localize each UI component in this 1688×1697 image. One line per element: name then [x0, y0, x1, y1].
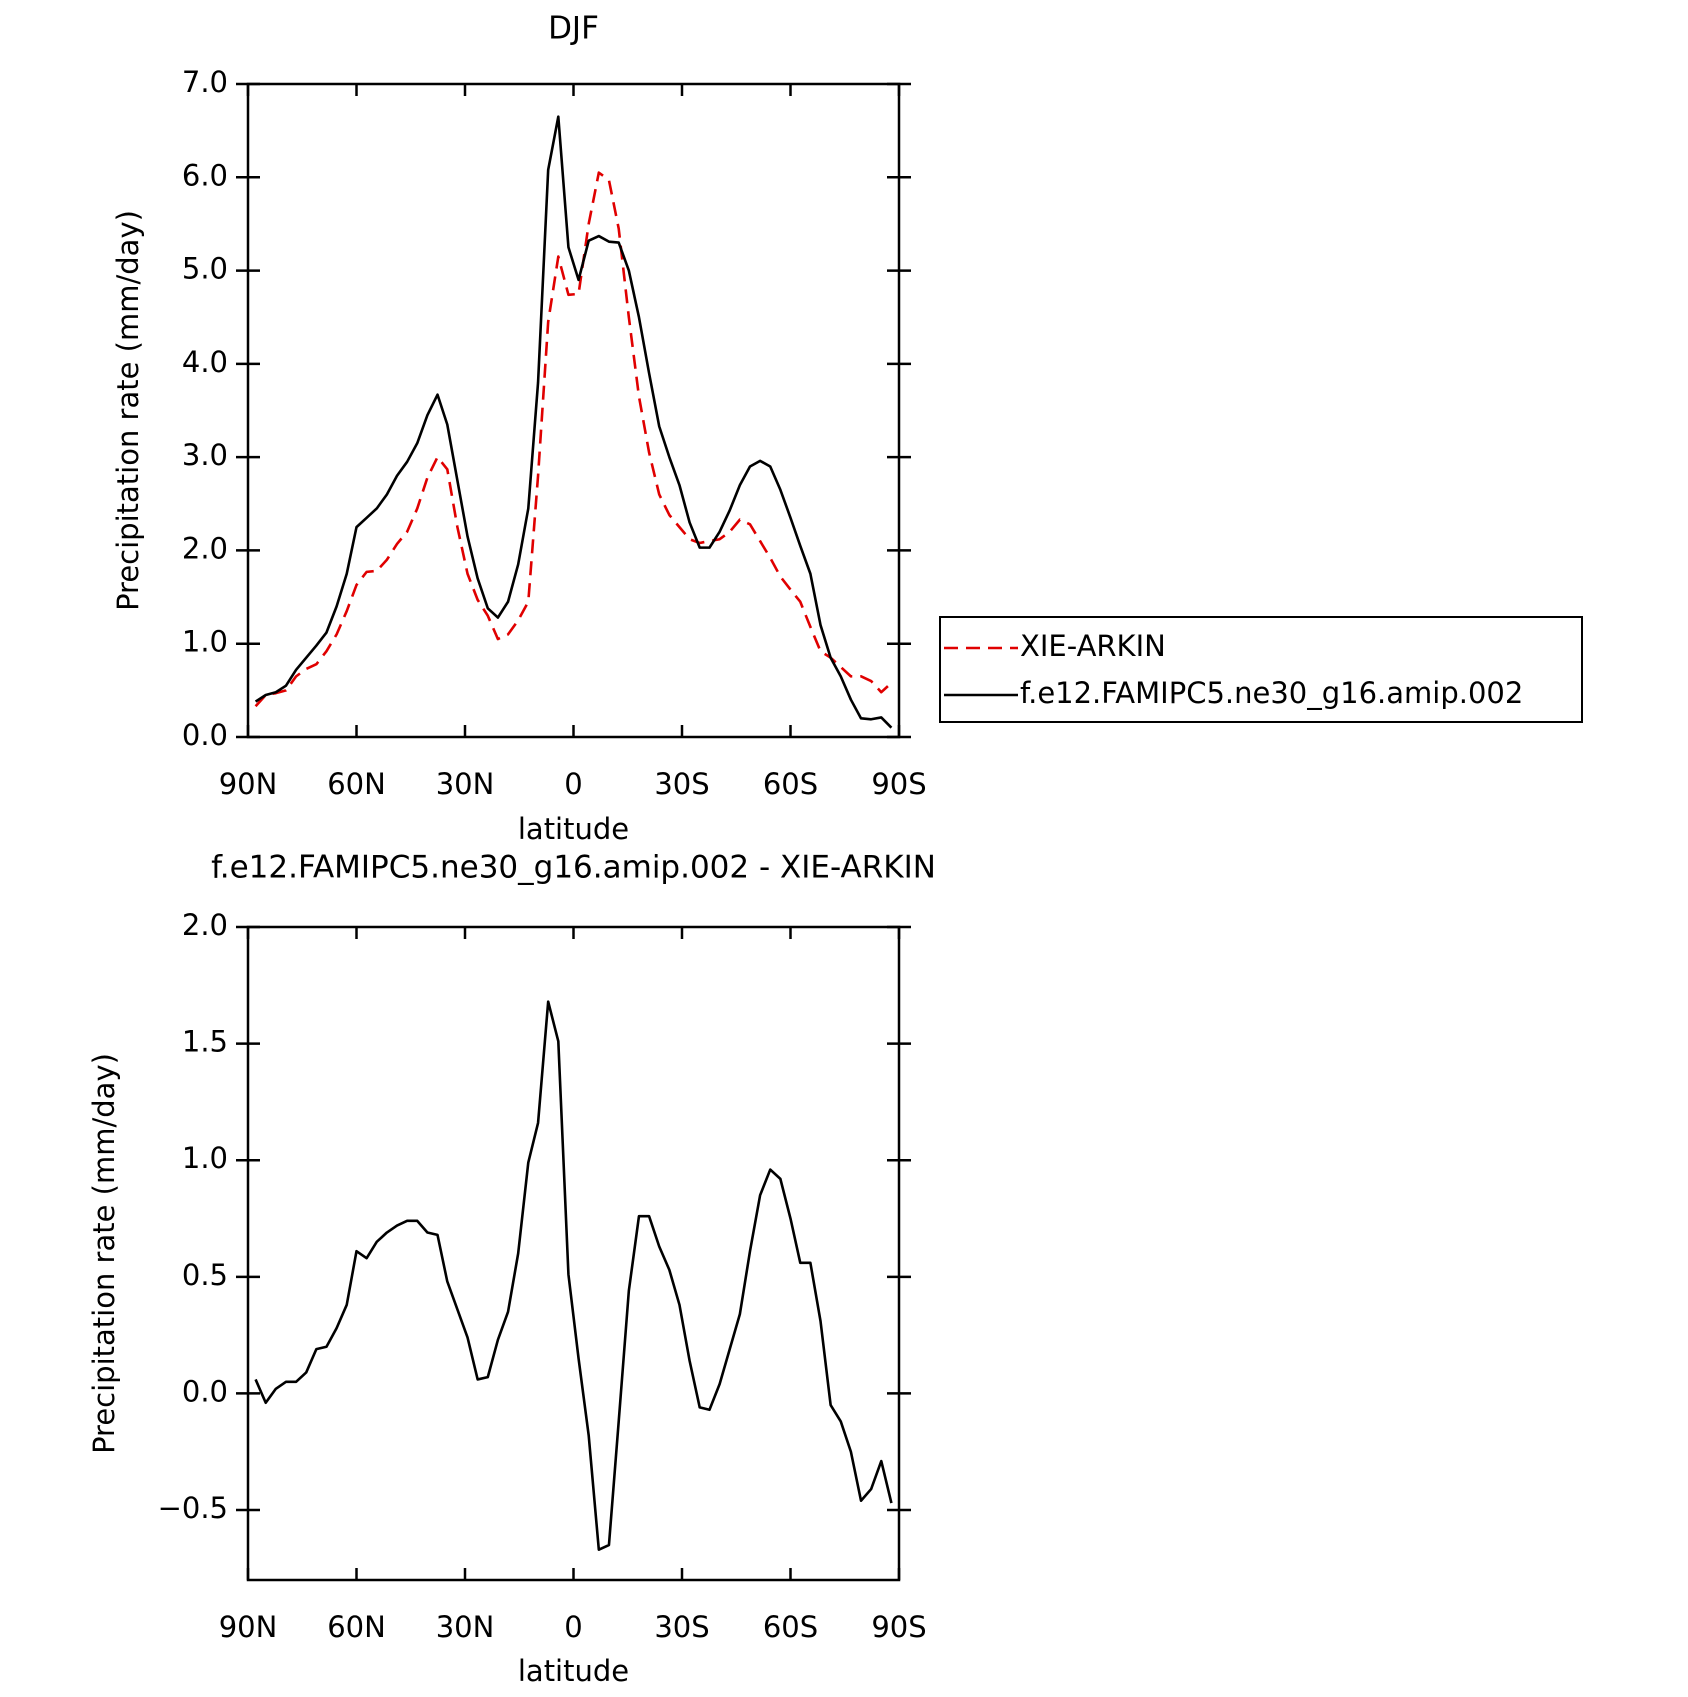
chart-title: DJF	[548, 11, 599, 47]
x-tick-label: 60N	[327, 1610, 386, 1644]
x-axis-label: latitude	[518, 812, 629, 846]
legend-label: XIE-ARKIN	[1020, 629, 1166, 663]
y-tick-label: 5.0	[182, 252, 228, 286]
x-tick-label: 30S	[654, 767, 709, 801]
y-tick-label: 3.0	[182, 438, 228, 472]
y-tick-label: 0.0	[182, 1374, 228, 1408]
x-tick-label: 90S	[871, 767, 926, 801]
y-tick-label: 2.0	[182, 908, 228, 942]
y-tick-label: −0.5	[158, 1491, 228, 1525]
x-tick-label: 60S	[763, 767, 818, 801]
legend-label: f.e12.FAMIPC5.ne30_g16.amip.002	[1020, 676, 1523, 710]
y-tick-label: 0.5	[182, 1258, 228, 1292]
x-tick-label: 0	[564, 767, 582, 801]
y-tick-label: 6.0	[182, 158, 228, 192]
y-tick-label: 1.0	[182, 625, 228, 659]
x-tick-label: 90S	[871, 1610, 926, 1644]
x-tick-label: 90N	[219, 767, 278, 801]
data-line	[254, 1000, 893, 1551]
x-tick-label: 90N	[219, 1610, 278, 1644]
y-axis-label: Precipitation rate (mm/day)	[111, 210, 145, 611]
x-tick-label: 30N	[436, 1610, 495, 1644]
x-tick-label: 60S	[763, 1610, 818, 1644]
plot-frame	[246, 82, 901, 739]
y-tick-label: 2.0	[182, 531, 228, 565]
y-tick-label: 1.5	[182, 1025, 228, 1059]
x-tick-label: 60N	[327, 767, 386, 801]
y-axis-label: Precipitation rate (mm/day)	[87, 1053, 121, 1454]
y-tick-label: 7.0	[182, 65, 228, 99]
x-axis-label: latitude	[518, 1654, 629, 1688]
chart-title: f.e12.FAMIPC5.ne30_g16.amip.002 - XIE-AR…	[211, 850, 936, 886]
y-tick-label: 1.0	[182, 1141, 228, 1175]
legend-box	[939, 616, 1583, 723]
x-tick-label: 30S	[654, 1610, 709, 1644]
data-line	[254, 171, 893, 708]
y-tick-label: 0.0	[182, 718, 228, 752]
plot-frame	[246, 925, 901, 1582]
x-tick-label: 0	[564, 1610, 582, 1644]
x-tick-label: 30N	[436, 767, 495, 801]
data-line	[254, 115, 893, 729]
y-tick-label: 4.0	[182, 345, 228, 379]
